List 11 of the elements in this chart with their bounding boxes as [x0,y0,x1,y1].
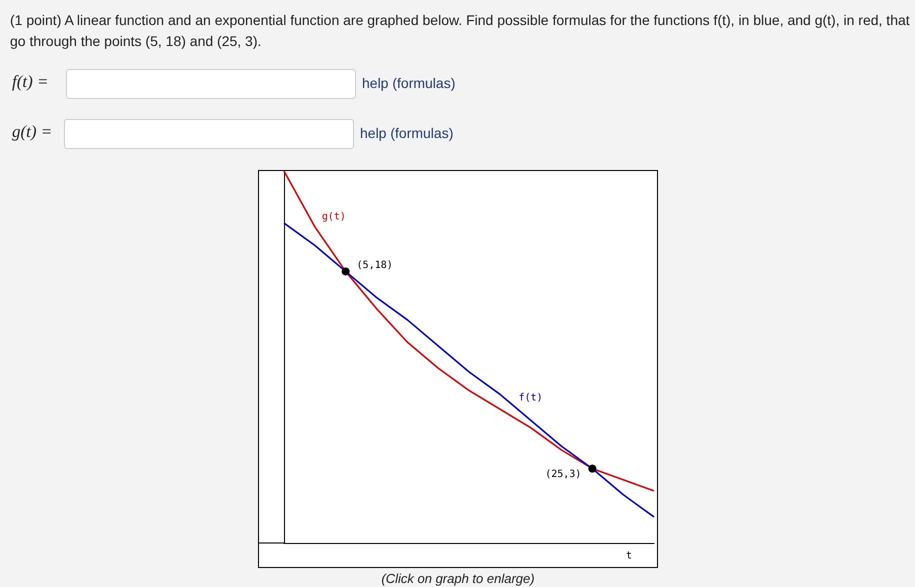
text: help (formulas) [362,75,456,91]
x-axis-title: t [626,550,632,562]
annotation: (5,18) [356,260,393,271]
chart-title: (1 point) A linear function and an exponential function are graphed below. Find possible formulas for the functions f(t), in blue, and g(t), in red, that go through the points (5, 18) and (25, 3). [10,11,910,51]
text: help (formulas) [360,125,454,141]
text: (Click on graph to enlarge) [380,571,536,586]
text: f(t) = [12,72,48,92]
series-label: f(t) [518,392,543,404]
text: g(t) = [12,122,52,142]
series-label: g(t) [322,211,346,222]
annotation: (25,3) [545,469,582,480]
